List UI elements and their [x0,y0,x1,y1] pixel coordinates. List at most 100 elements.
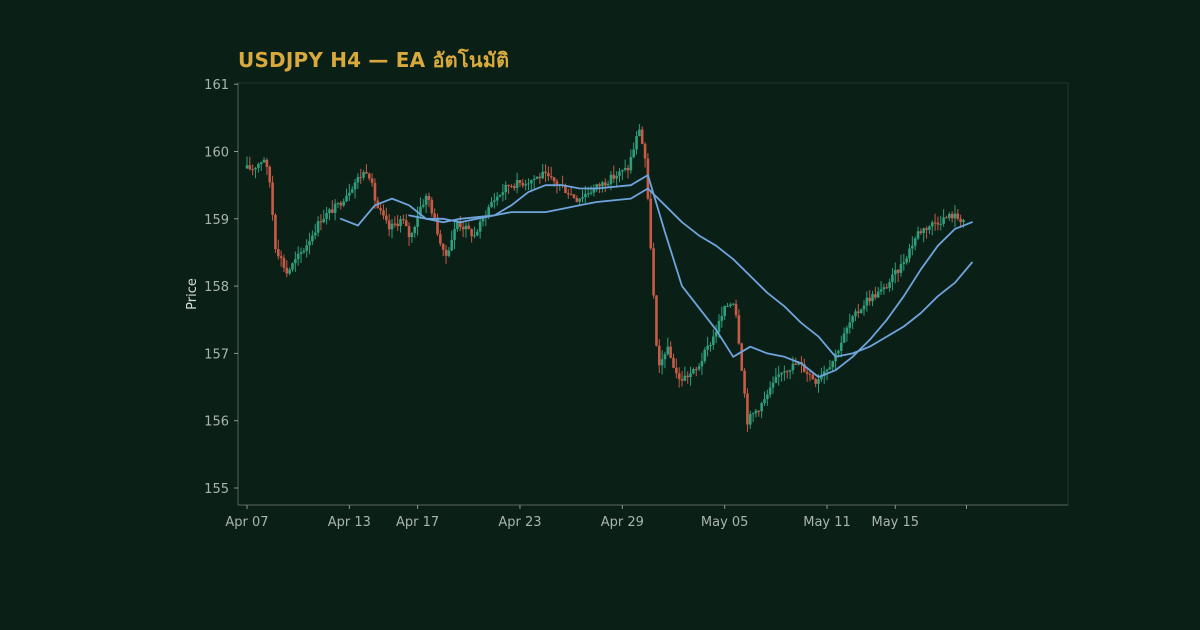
candle-body [933,222,937,224]
candle-body [331,209,334,213]
candle-body [575,197,579,202]
candle-body [729,304,732,307]
candle-body [481,217,485,222]
candle-body [521,182,525,186]
candle-body [254,167,257,170]
candle-body [896,269,900,273]
candle-body [473,235,476,237]
candle-body [427,195,431,200]
candle-body [453,228,456,240]
candle-body [950,213,954,219]
candle-body [802,364,806,372]
candle-body [456,222,459,229]
candle-body [785,371,789,373]
candle-body [848,322,852,328]
candle-body [655,295,658,346]
candle-body [669,346,672,358]
candle-body [339,202,343,206]
candle-body [518,180,522,183]
candle-body [618,171,621,176]
y-axis: 155 156 157 158 159 160 161 [204,78,239,505]
candle-body [606,184,610,186]
candle-body [953,213,957,219]
candle-body [541,171,545,179]
candle-body [581,197,584,199]
candle-body [274,214,277,250]
candle-body [385,215,388,221]
candle-body [879,289,883,292]
y-tick-label: 158 [204,280,229,295]
candle-body [601,182,604,187]
candle-body [416,215,419,227]
candle-body [845,327,849,334]
candle-body [777,374,781,377]
candle-body [441,243,445,250]
candle-body [367,173,371,179]
chart-title: USDJPY H4 — EA อัตโนมัติ [238,48,510,72]
candle-body [666,346,670,355]
candle-body [333,203,337,213]
candle-body [566,193,570,195]
candle-body [504,184,508,193]
candle-body [857,311,860,314]
y-tick-label: 161 [204,78,229,93]
candle-body [734,303,738,316]
candle-body [746,393,749,425]
candle-body [930,222,934,227]
candle-body [291,263,294,270]
candle-body [592,187,596,193]
candle-body [956,213,960,219]
candle-body [874,294,877,298]
candle-body [515,180,519,189]
candle-body [791,363,795,371]
candles [245,124,965,432]
candle-body [908,248,911,259]
candle-body [723,306,726,317]
y-axis-title: Price [185,278,200,310]
candle-body [586,193,590,195]
candle-body [555,181,559,185]
x-tick-label: May 05 [701,515,749,530]
candle-body [677,373,681,380]
x-axis: Apr 07 Apr 13 Apr 17 Apr 23 Apr 29 May 05 May … [225,504,1068,530]
candle-body [532,178,536,181]
candle-body [851,316,854,323]
candle-body [652,248,655,296]
candle-body [612,174,616,179]
candle-body [527,183,530,185]
candle-body [626,167,630,171]
candle-body [439,234,442,244]
candle-body [805,371,809,374]
candle-body [564,186,567,194]
candle-body [544,171,547,174]
candle-body [308,241,311,246]
candle-body [831,361,835,368]
candle-body [578,198,581,202]
candle-body [458,222,462,227]
candle-body [928,226,931,230]
candle-body [768,387,772,395]
candle-body [632,149,635,158]
candle-body [447,250,451,256]
candle-body [402,219,405,221]
candle-body [902,262,906,264]
moving-average-lines [339,174,973,378]
candle-body [444,249,448,256]
moving-average-line [408,187,973,358]
candle-body [649,198,653,249]
candle-body [808,373,812,375]
candle-body [322,218,326,223]
candle-body [797,362,800,365]
candle-body [959,218,962,223]
candle-body [871,294,874,302]
candle-body [609,174,613,185]
candle-body [547,173,550,177]
candle-body [731,303,735,305]
candle-body [265,159,269,167]
candle-body [757,410,761,412]
candle-body [470,229,473,237]
candle-body [379,208,382,211]
candle-body [683,375,687,381]
candle-body [916,231,920,239]
candle-body [476,231,479,236]
